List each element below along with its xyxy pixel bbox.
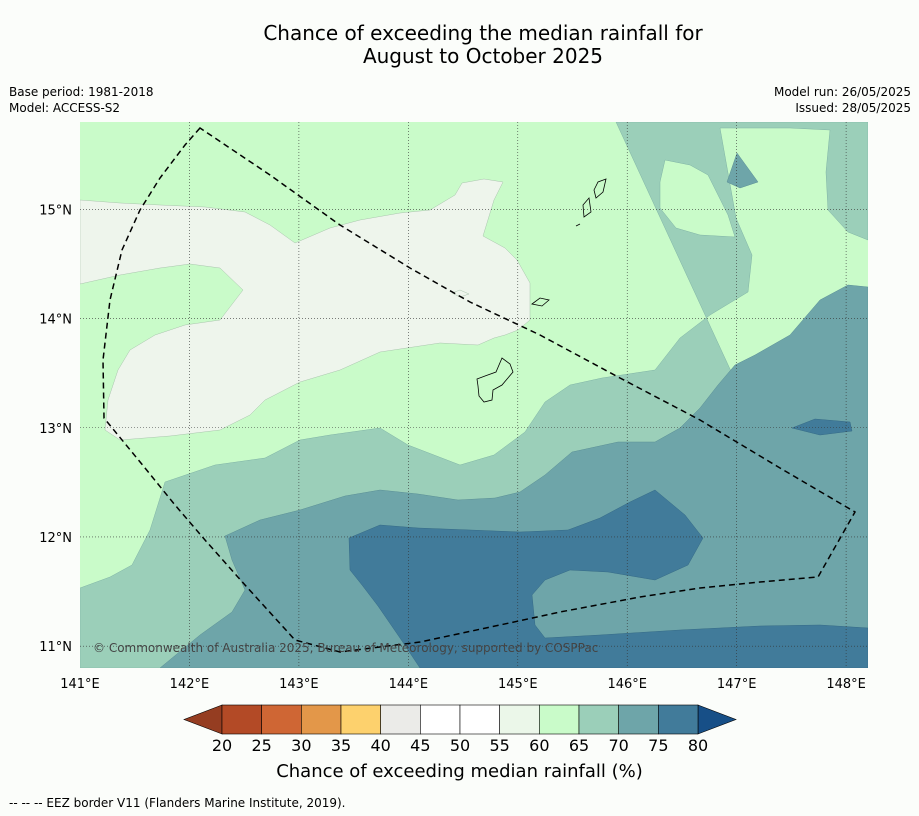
title-line-2: August to October 2025 <box>362 44 604 68</box>
lat-tick-label: 13°N <box>39 422 72 437</box>
colorbar-segment <box>340 704 381 735</box>
lat-tick-label: 15°N <box>39 203 72 218</box>
aguijan-islet <box>575 223 581 227</box>
colorbar-segment <box>420 704 461 735</box>
colorbar-segment <box>261 704 302 735</box>
colorbar-tick-label: 20 <box>212 736 232 755</box>
colorbar-tick-label: 75 <box>648 736 668 755</box>
colorbar-tick-label: 60 <box>529 736 549 755</box>
colorbar-segment <box>539 704 580 735</box>
lon-tick-label: 144°E <box>389 677 429 692</box>
lon-tick-label: 145°E <box>498 677 538 692</box>
colorbar-tick-label: 65 <box>569 736 589 755</box>
eez-border <box>102 127 857 653</box>
lon-tick-label: 141°E <box>60 677 100 692</box>
meta-left: Base period: 1981-2018 Model: ACCESS-S2 <box>9 84 154 116</box>
lon-tick-label: 143°E <box>279 677 319 692</box>
base-period: Base period: 1981-2018 <box>9 85 154 99</box>
colorbar-segment <box>658 704 699 735</box>
lat-tick-label: 12°N <box>39 531 72 546</box>
colorbar-over-arrow <box>697 704 737 735</box>
colorbar-tick-label: 35 <box>331 736 351 755</box>
graticule: 141°E 142°E 143°E 144°E 145°E 146°E 147°E 148°E… <box>39 122 868 692</box>
colorbar-segment <box>380 704 421 735</box>
colorbar-under-arrow <box>183 704 223 735</box>
eez-footnote: -- -- -- EEZ border V11 (Flanders Marine… <box>9 796 346 810</box>
lon-tick-label: 148°E <box>826 677 866 692</box>
colorbar-tick-label: 25 <box>251 736 271 755</box>
copyright-text: © Commonwealth of Australia 2025, Bureau… <box>93 641 598 655</box>
colorbar-tick-label: 30 <box>291 736 311 755</box>
lon-tick-label: 146°E <box>607 677 647 692</box>
lat-tick-label: 14°N <box>39 313 72 328</box>
lat-tick-label: 11°N <box>39 640 72 655</box>
longitude-labels: 141°E 142°E 143°E 144°E 145°E 146°E 147°E 148°E <box>60 677 866 692</box>
colorbar: 20 25 30 35 40 45 50 55 60 65 70 75 80 <box>183 704 737 755</box>
title-line-1: Chance of exceeding the median rainfall … <box>263 21 703 45</box>
lon-tick-label: 142°E <box>170 677 210 692</box>
colorbar-segment <box>301 704 342 735</box>
islands <box>476 178 607 403</box>
map-area <box>80 122 868 668</box>
zone-55-60-island <box>451 289 470 298</box>
meta-right: Model run: 26/05/2025 Issued: 28/05/2025 <box>774 84 911 116</box>
colorbar-segment <box>221 704 262 735</box>
zone-75-80-main <box>348 489 868 668</box>
lon-tick-label: 147°E <box>717 677 757 692</box>
tinian-island <box>582 197 592 218</box>
issued-date: Issued: 28/05/2025 <box>795 101 911 115</box>
colorbar-tick-label: 70 <box>608 736 628 755</box>
guam-island <box>476 357 514 403</box>
zone-55-60-west <box>80 178 531 441</box>
colorbar-label: Chance of exceeding median rainfall (%) <box>276 761 643 782</box>
colorbar-tick-label: 55 <box>489 736 509 755</box>
zone-70-75-islet <box>726 152 759 189</box>
colorbar-tick-label: 80 <box>688 736 708 755</box>
colorbar-segment <box>618 704 659 735</box>
colorbar-tick-label: 45 <box>410 736 430 755</box>
colorbar-tick-label: 40 <box>370 736 390 755</box>
model-run: Model run: 26/05/2025 <box>773 85 911 99</box>
map-title: Chance of exceeding the median rainfall … <box>0 22 919 68</box>
colorbar-segment <box>578 704 619 735</box>
model-name: Model: ACCESS-S2 <box>9 101 121 115</box>
colorbar-segment <box>459 704 500 735</box>
colorbar-segment <box>499 704 540 735</box>
zone-70-75-main <box>159 284 868 668</box>
saipan-island <box>593 178 607 199</box>
colorbar-tick-label: 50 <box>450 736 470 755</box>
latitude-labels: 15°N 14°N 13°N 12°N 11°N <box>39 203 72 655</box>
rota-island <box>531 297 550 307</box>
zone-75-80-islet <box>791 418 853 436</box>
grid-lines <box>80 122 868 668</box>
